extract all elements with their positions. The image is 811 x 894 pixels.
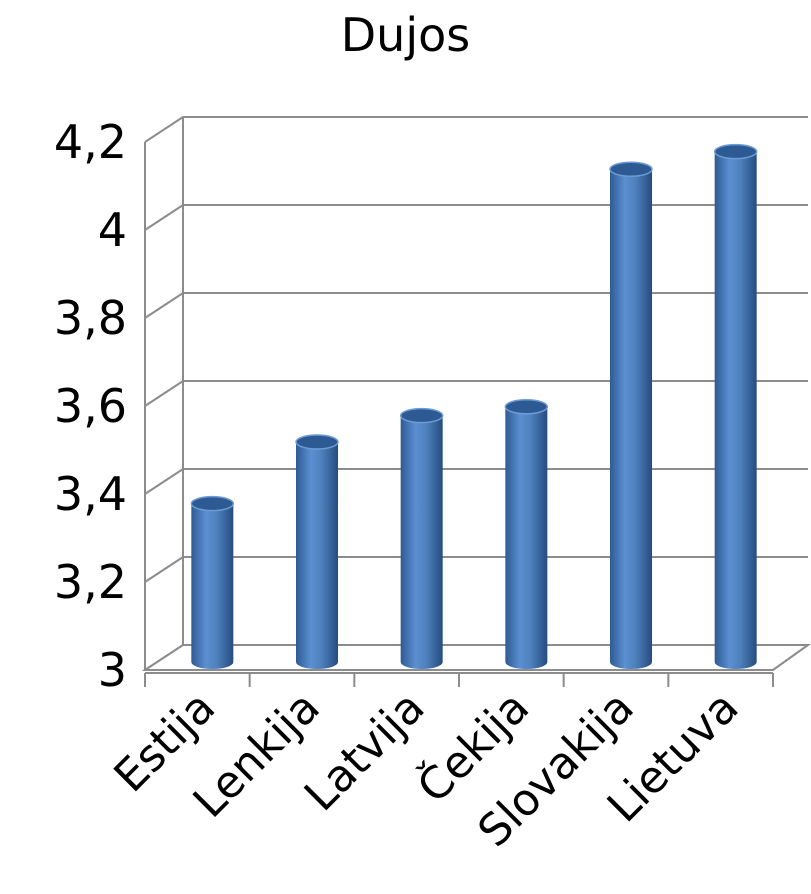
y-tick-label: 3 [98,643,127,697]
gridline [144,292,808,319]
y-tick-labels: 3 3,2 3,4 3,6 3,8 4 4,2 [54,115,127,697]
y-tick-label: 3,6 [54,379,127,433]
gridline [144,204,808,231]
gridline [144,380,808,407]
x-tick-labels: EstijaLenkijaLatvijaČekijaSlovakijaLietu… [105,680,749,857]
chart-floor [141,644,811,671]
y-tick-label: 4,2 [54,115,127,169]
chart-title: Dujos [340,8,471,62]
gridlines [144,116,808,671]
bar [190,495,235,670]
bar [713,143,758,670]
gridline [144,556,808,583]
bar [609,161,653,669]
y-tick-label: 3,8 [54,291,127,345]
axes [141,117,811,687]
y-tick-label: 3,4 [54,467,127,521]
bars [190,143,758,670]
x-tick-label: Latvija [295,682,434,821]
gridline [144,468,808,495]
y-tick-label: 4 [98,203,127,257]
bar [399,407,444,670]
bar [295,434,339,669]
y-tick-label: 3,2 [54,555,127,609]
bar [504,399,549,669]
gridline [144,116,808,143]
